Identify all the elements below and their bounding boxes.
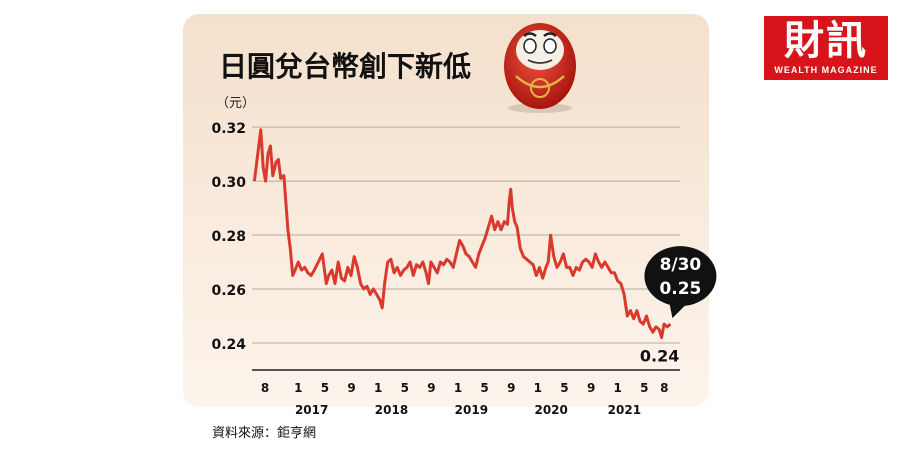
series-line: [252, 128, 672, 340]
source-note: 資料來源：鉅亨網: [212, 425, 316, 441]
callout-label: 0.25: [659, 279, 701, 299]
y-tick-label: 0.28: [211, 229, 246, 245]
x-tick-label: 5: [401, 381, 409, 395]
x-tick-label: 5: [480, 381, 488, 395]
year-label: 2019: [455, 403, 488, 417]
x-tick-label: 5: [560, 381, 568, 395]
x-tick-label: 8: [261, 381, 269, 395]
callout-bubble: [644, 246, 717, 307]
x-tick-label: 9: [427, 381, 435, 395]
year-label: 2018: [375, 403, 408, 417]
year-label: 2020: [534, 403, 567, 417]
x-tick-label: 5: [321, 381, 329, 395]
x-tick-label: 9: [347, 381, 355, 395]
low-value-label: 0.24: [640, 347, 679, 366]
x-tick-label: 1: [534, 381, 542, 395]
y-tick-label: 0.24: [211, 337, 246, 353]
x-tick-label: 5: [640, 381, 648, 395]
y-tick-label: 0.30: [211, 175, 246, 191]
daruma-icon: [504, 23, 576, 113]
y-tick-labels: 0.24 0.26 0.28 0.30 0.32: [211, 121, 246, 353]
brand-logo-text: 財訊: [784, 17, 868, 64]
y-axis-unit: （元）: [216, 96, 255, 111]
x-tick-label: 9: [507, 381, 515, 395]
y-tick-label: 0.26: [211, 283, 246, 299]
year-labels: 2017 2018 2019 2020 2021: [295, 403, 641, 417]
annotations: 8/30 0.25 0.24: [640, 246, 717, 366]
brand-logo: 財訊 WEALTH MAGAZINE: [764, 16, 888, 80]
year-label: 2017: [295, 403, 328, 417]
year-label: 2021: [608, 403, 641, 417]
brand-logo-subtitle: WEALTH MAGAZINE: [774, 65, 878, 75]
y-tick-label: 0.32: [211, 121, 246, 137]
x-tick-label: 9: [587, 381, 595, 395]
chart-title: 日圓兌台幣創下新低: [219, 50, 471, 83]
callout-label: 8/30: [660, 255, 702, 275]
x-tick-label: 1: [454, 381, 462, 395]
x-tick-label: 1: [294, 381, 302, 395]
gridlines: [252, 126, 680, 344]
x-tick-label: 8: [660, 381, 668, 395]
x-tick-label: 1: [614, 381, 622, 395]
x-tick-label: 1: [374, 381, 382, 395]
